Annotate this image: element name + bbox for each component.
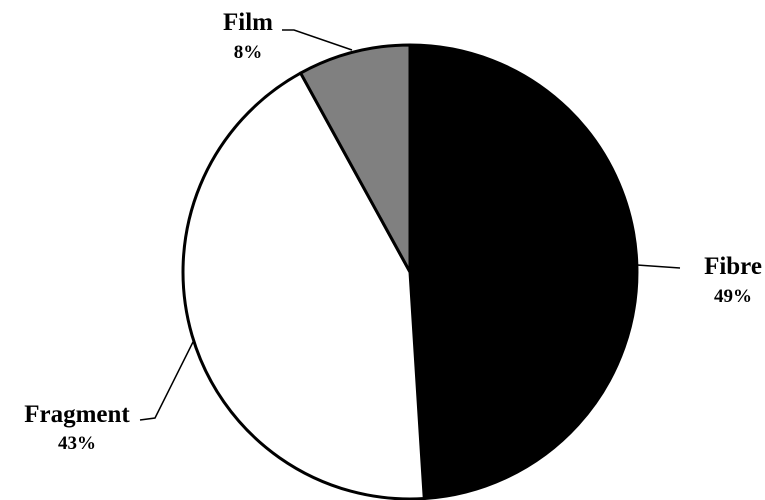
slice-value-fibre: 49% [714,286,752,307]
leader-line-fragment [139,339,195,421]
slice-value-fragment: 43% [58,433,96,454]
pie-slice-fragment [181,71,426,500]
pie-slices [181,43,639,500]
leader-line-film [282,29,353,51]
slice-label-fragment: Fragment [24,401,130,428]
pie-slice-film [299,43,412,274]
slice-label-fibre: Fibre [704,253,762,280]
pie-slice-fibre [408,43,639,500]
leader-lines [139,29,681,421]
slice-value-film: 8% [234,42,263,63]
slice-label-film: Film [223,9,273,36]
leader-line-fibre [636,264,681,269]
